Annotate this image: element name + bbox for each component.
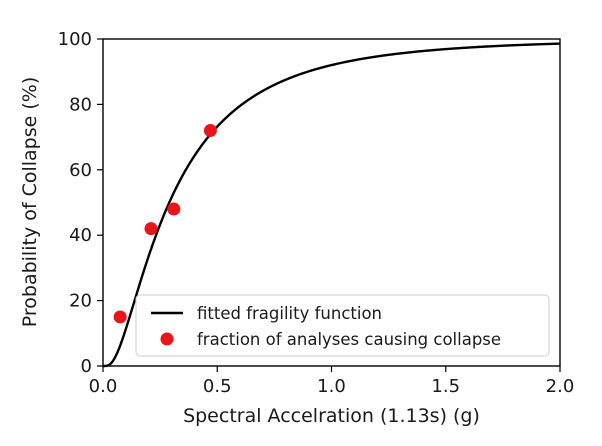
collapse-fraction-point	[144, 222, 158, 236]
legend: fitted fragility function fraction of an…	[135, 294, 550, 357]
x-tick-label: 0.0	[89, 376, 118, 397]
y-tick-label: 40	[69, 225, 92, 246]
y-axis-label: Probability of Collapse (%)	[19, 77, 41, 328]
plot-area	[103, 42, 561, 368]
legend-label-fraction: fraction of analyses causing collapse	[197, 330, 501, 349]
fitted-fragility-curve	[103, 42, 561, 368]
y-tick-label: 0	[81, 356, 92, 377]
x-axis-label-text: Spectral Accelration (1.13s) (g)	[183, 405, 480, 427]
y-tick-label: 80	[69, 94, 92, 115]
x-tick-label: 1.0	[317, 376, 346, 397]
legend-dot-swatch	[160, 332, 174, 346]
x-axis-ticks: 0.0 0.5 1.0 1.5 2.0	[89, 366, 575, 397]
y-axis-label-text: Probability of Collapse (%)	[19, 77, 41, 328]
x-tick-label: 0.5	[203, 376, 232, 397]
x-tick-label: 1.5	[431, 376, 460, 397]
y-tick-label: 100	[58, 29, 92, 50]
collapse-fraction-point	[167, 202, 181, 216]
x-axis-label: Spectral Accelration (1.13s) (g)	[183, 405, 480, 427]
collapse-fraction-point	[203, 124, 217, 138]
y-tick-label: 60	[69, 160, 92, 181]
collapse-fraction-point	[113, 310, 127, 324]
x-tick-label: 2.0	[546, 376, 575, 397]
legend-box	[135, 294, 550, 357]
y-tick-label: 20	[69, 291, 92, 312]
legend-label-fitted: fitted fragility function	[197, 304, 382, 323]
y-axis-ticks: 0 20 40 60 80 100	[58, 29, 103, 377]
